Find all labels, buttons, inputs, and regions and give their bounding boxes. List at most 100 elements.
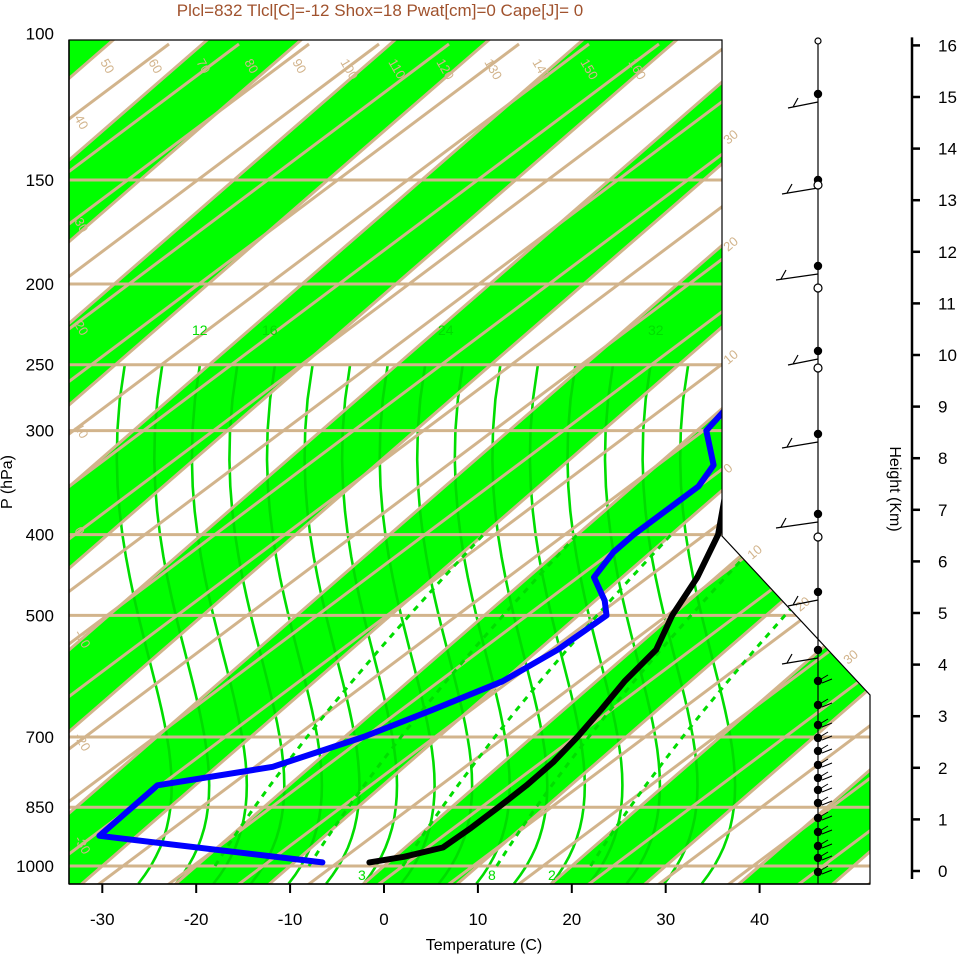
- height-tick-label: 5: [938, 604, 947, 623]
- wind-dot: [813, 346, 823, 356]
- dry-adiabat: [929, 44, 961, 944]
- p-tick-label: 400: [26, 526, 54, 545]
- wind-open-dot: [813, 283, 823, 293]
- mixing-ratio-line: [307, 533, 579, 867]
- height-tick-label: 4: [938, 656, 947, 675]
- height-tick-label: 15: [938, 88, 957, 107]
- wind-open-dot: [813, 363, 823, 373]
- isotherm-line: [69, 40, 497, 884]
- mixing-ratio-line: [495, 533, 767, 867]
- wind-barb: [817, 698, 833, 708]
- height-tick-label: 11: [938, 294, 956, 313]
- wind-barb: [817, 811, 833, 821]
- wind-barb: [817, 758, 833, 768]
- wind-barb: [817, 851, 833, 861]
- wind-dot: [813, 261, 823, 271]
- temperature-axis: -30 -20 -10 0 10 20 30 40: [69, 883, 870, 929]
- chart-title: Plcl=832 Tlcl[C]=-12 Shox=18 Pwat[cm]=0 …: [177, 1, 584, 20]
- temperature-band: [344, 40, 870, 884]
- moist-adiabat: [528, 364, 587, 884]
- isotherm-line: [437, 40, 870, 884]
- wind-dot: [813, 645, 823, 655]
- right-temp-label: 30: [840, 647, 861, 668]
- dry-adiabat: [69, 42, 590, 884]
- moist-adiabat: [453, 364, 512, 884]
- isotherm-label: 20: [71, 318, 91, 338]
- p-tick-label: 200: [26, 275, 54, 294]
- wind-open-dot: [814, 37, 822, 45]
- mixing-ratio-label: 24: [438, 322, 454, 338]
- isotherm-label: 80: [241, 56, 261, 76]
- wind-barb: [781, 183, 819, 195]
- dry-adiabat: [578, 42, 870, 884]
- wind-barb: [775, 517, 819, 529]
- mixing-ratio-label: 3: [358, 867, 366, 883]
- isotherm-line: [908, 0, 961, 900]
- mixing-ratio-line: [213, 533, 485, 867]
- dry-adiabat: [648, 42, 870, 884]
- temperature-band: [69, 40, 590, 884]
- p-tick-label: 250: [26, 356, 54, 375]
- wind-barb: [817, 796, 833, 806]
- dry-adiabat: [69, 42, 520, 884]
- moist-adiabat: [491, 364, 549, 884]
- wind-dot: [813, 89, 823, 99]
- x-tick-label: 40: [750, 910, 769, 929]
- mixing-ratio-label: 2: [548, 867, 556, 883]
- mixing-ratio-label: 16: [262, 322, 278, 338]
- height-tick-label: 13: [938, 191, 957, 210]
- wind-barbs: [775, 37, 833, 884]
- wind-barb: [781, 437, 819, 449]
- wind-dot: [813, 587, 823, 597]
- moist-adiabat: [303, 364, 361, 884]
- mixing-ratio-line: [401, 533, 673, 867]
- temperature-band: [908, 0, 961, 900]
- isotherm-line: [343, 40, 870, 884]
- mixing-ratio-label: 12: [192, 322, 208, 338]
- temperature-band: [69, 40, 777, 884]
- dry-adiabat: [69, 42, 870, 884]
- p-tick-label: 300: [26, 422, 54, 441]
- moist-adiabat: [340, 364, 399, 884]
- p-tick-label: 1000: [16, 857, 54, 876]
- isotherm-label: 60: [145, 56, 165, 76]
- wind-barb: [781, 653, 819, 665]
- p-tick-label: 700: [26, 728, 54, 747]
- isotherm-label: 50: [97, 56, 117, 76]
- dry-adiabat: [69, 42, 870, 884]
- mixing-ratio-label: 8: [488, 867, 496, 883]
- x-tick-label: 10: [468, 910, 487, 929]
- isotherm-label: 40: [71, 112, 91, 132]
- isotherm-label: 70: [193, 56, 213, 76]
- isotherm-line: [69, 40, 870, 884]
- height-tick-label: 7: [938, 501, 947, 520]
- height-tick-label: 8: [938, 449, 947, 468]
- x-tick-label: -30: [90, 910, 115, 929]
- wind-barb: [787, 354, 819, 366]
- dry-adiabat: [298, 42, 870, 884]
- mixing-ratio-labels: 12 16 24 32 3 8 2: [192, 322, 664, 883]
- p-tick-label: 500: [26, 606, 54, 625]
- height-tick-label: 16: [938, 36, 957, 55]
- temperature-band: [69, 40, 870, 884]
- isotherm-line: [69, 40, 778, 884]
- mixing-ratio-label: 32: [648, 322, 664, 338]
- dry-adiabat: [508, 42, 870, 884]
- wind-barb: [817, 839, 833, 849]
- right-temp-label: 30: [720, 127, 741, 148]
- right-temp-label: 20: [792, 594, 813, 615]
- moist-adiabat: [265, 364, 324, 884]
- mixing-ratio-lines: [213, 533, 860, 867]
- wind-barb: [817, 865, 833, 875]
- wind-barb: [817, 771, 833, 781]
- x-tick-label: 20: [562, 910, 581, 929]
- right-temp-label: 20: [720, 234, 741, 255]
- temperature-band: [0, 0, 26, 900]
- height-tick-label: 10: [938, 346, 957, 365]
- isotherm-label: 30: [71, 215, 91, 235]
- wind-dot: [813, 509, 823, 519]
- height-axis-label: Height (Km): [886, 446, 903, 531]
